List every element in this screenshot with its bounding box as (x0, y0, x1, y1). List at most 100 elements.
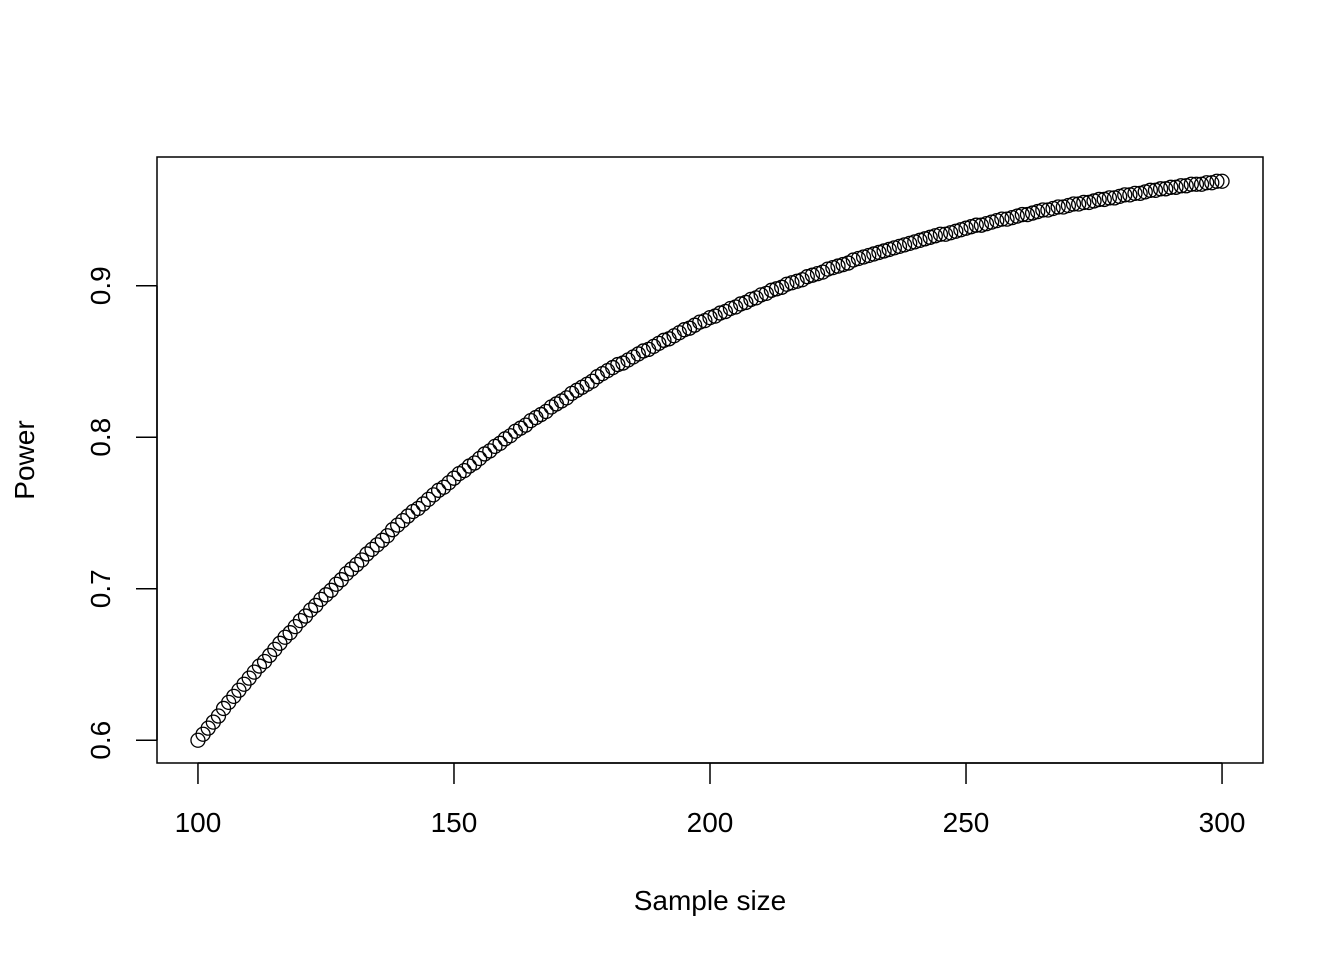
point (1209, 173, 1225, 189)
point (1035, 202, 1051, 218)
point (364, 541, 380, 558)
point (226, 688, 242, 704)
point (1091, 191, 1107, 208)
point (528, 409, 544, 426)
point (374, 532, 390, 548)
point (558, 390, 575, 406)
point (323, 582, 339, 598)
point (456, 462, 472, 479)
point (384, 522, 401, 538)
point (574, 379, 590, 395)
point (200, 720, 216, 736)
point (425, 487, 442, 503)
point (1163, 179, 1179, 195)
point (625, 349, 641, 365)
plot-frame (156, 156, 1264, 764)
point (1117, 187, 1133, 203)
point (533, 406, 549, 423)
point (221, 694, 237, 711)
point (420, 491, 437, 508)
y-axis-label: Power (9, 420, 40, 499)
point (1076, 194, 1092, 211)
point (436, 479, 452, 495)
point (441, 475, 457, 491)
y-tick-label: 0.9 (85, 266, 116, 305)
point (379, 528, 396, 544)
point (195, 726, 211, 742)
point (415, 496, 431, 512)
point (190, 732, 206, 748)
point (466, 455, 483, 471)
point (210, 708, 227, 724)
point (1065, 196, 1082, 212)
x-tick-label: 150 (431, 807, 478, 838)
y-tick-label: 0.7 (85, 569, 116, 608)
point (318, 587, 334, 603)
point (349, 556, 365, 573)
point (369, 537, 385, 553)
point (569, 382, 585, 398)
point (256, 653, 273, 670)
x-tick-label: 200 (687, 807, 734, 838)
point (313, 591, 329, 608)
point (395, 512, 411, 529)
x-axis-label: Sample size (634, 885, 787, 916)
point (1214, 173, 1230, 189)
point (492, 435, 508, 451)
point (215, 700, 232, 717)
point (1050, 199, 1066, 215)
point (236, 676, 252, 692)
y-tick-label: 0.8 (85, 418, 116, 457)
point (287, 619, 303, 635)
point (471, 450, 488, 467)
point (446, 470, 462, 486)
point (246, 664, 262, 680)
point (231, 682, 247, 698)
point (354, 552, 370, 568)
point (1101, 190, 1118, 206)
point (302, 602, 319, 618)
point (292, 612, 309, 629)
point (579, 376, 595, 392)
point (328, 576, 344, 592)
point (1014, 206, 1030, 223)
point (1152, 181, 1169, 197)
point (333, 572, 349, 588)
point (1199, 175, 1215, 191)
point (261, 647, 278, 664)
point (994, 211, 1010, 227)
point (502, 428, 518, 444)
point (599, 362, 616, 379)
point (205, 714, 221, 730)
point (1188, 176, 1205, 192)
point (512, 420, 529, 436)
point (584, 373, 600, 389)
point (968, 217, 984, 233)
x-tick-label: 300 (1199, 807, 1246, 838)
point (1183, 176, 1199, 192)
x-tick-label: 250 (943, 807, 990, 838)
point (338, 565, 355, 582)
point (482, 443, 498, 459)
point (282, 625, 298, 641)
point (594, 365, 611, 382)
point (1142, 182, 1159, 198)
point (1127, 185, 1143, 202)
point (241, 670, 257, 686)
point (932, 226, 949, 242)
point (272, 635, 288, 651)
y-tick-label: 0.6 (85, 721, 116, 760)
x-tick-label: 100 (175, 807, 222, 838)
point (277, 629, 293, 645)
point (538, 403, 554, 420)
point (251, 658, 268, 674)
point (400, 508, 416, 524)
point (1173, 178, 1189, 194)
point (410, 500, 426, 517)
point (553, 393, 570, 409)
point (297, 608, 314, 624)
point (548, 396, 565, 412)
point (359, 546, 375, 562)
